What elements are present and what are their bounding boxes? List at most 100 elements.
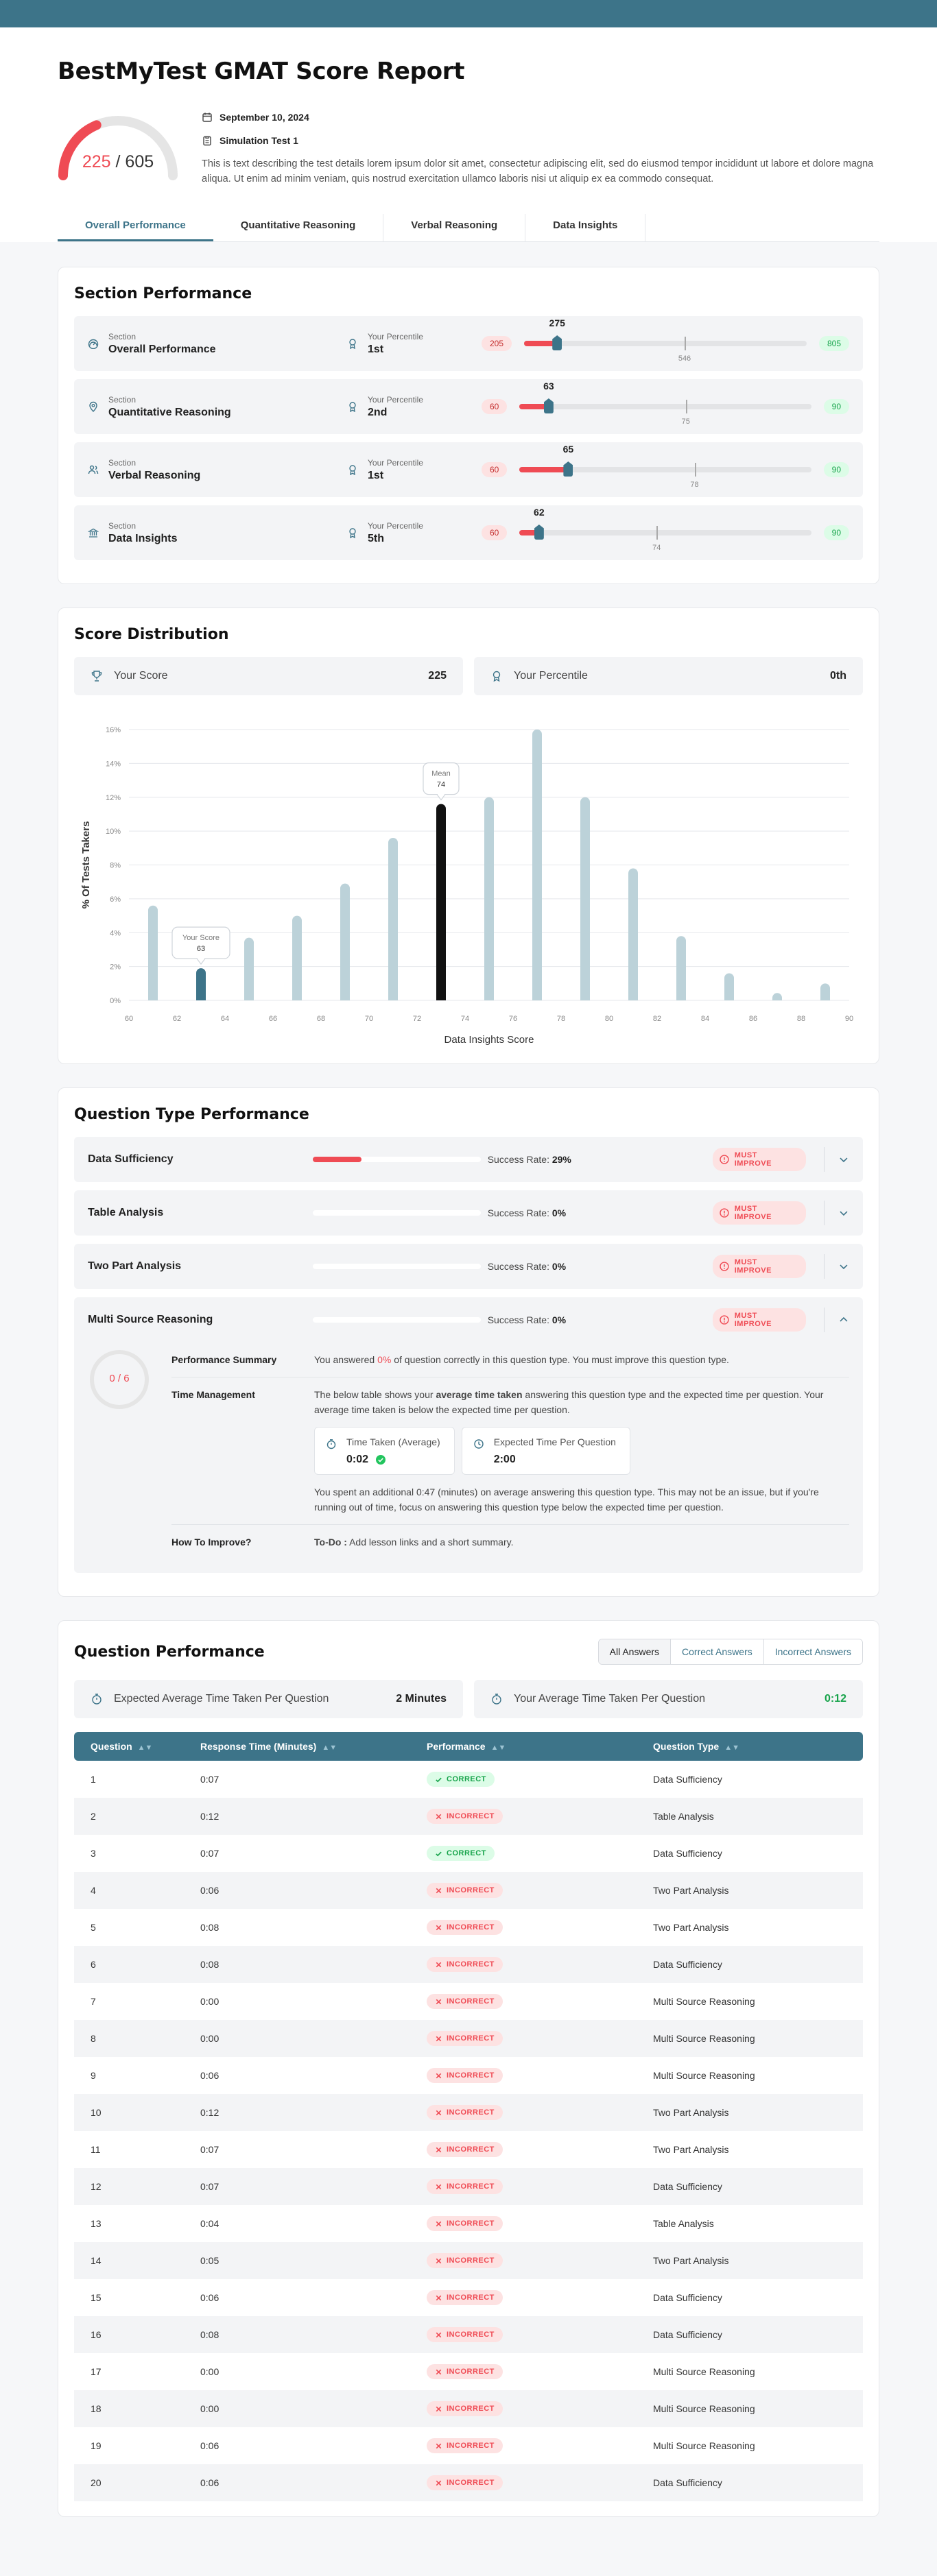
success-track (313, 1210, 481, 1216)
max-score-pill: 90 (823, 525, 849, 540)
table-row[interactable]: 16 0:08 INCORRECT Data Sufficiency (74, 2316, 863, 2353)
min-score-pill: 60 (482, 462, 508, 477)
x-tick-label: 78 (557, 1015, 565, 1023)
question-type-detail: 0 / 6 Performance Summary You answered 0… (74, 1343, 863, 1573)
performance-badge: INCORRECT (427, 1920, 503, 1935)
table-row[interactable]: 12 0:07 INCORRECT Data Sufficiency (74, 2168, 863, 2205)
y-tick-label: 4% (110, 929, 121, 937)
x-tick-label: 88 (797, 1015, 805, 1023)
performance-badge: INCORRECT (427, 2179, 503, 2194)
table-row[interactable]: 8 0:00 INCORRECT Multi Source Reasoning (74, 2020, 863, 2057)
success-track (313, 1317, 481, 1323)
time-note: You spent an additional 0:47 (minutes) o… (314, 1486, 819, 1513)
question-type-name: Two Part Analysis (88, 1260, 182, 1272)
table-row[interactable]: 6 0:08 INCORRECT Data Sufficiency (74, 1946, 863, 1983)
response-time: 0:00 (200, 2033, 220, 2044)
table-row[interactable]: 18 0:00 INCORRECT Multi Source Reasoning (74, 2390, 863, 2427)
question-type-name: Table Analysis (88, 1207, 164, 1218)
success-rate-label: Success Rate: (487, 1261, 549, 1272)
score-marker (534, 525, 544, 540)
mean-value: 75 (681, 418, 690, 426)
x-icon (436, 1925, 442, 1930)
response-time: 0:06 (200, 2477, 220, 2488)
filter-incorrect-answers[interactable]: Incorrect Answers (763, 1639, 862, 1664)
question-number: 15 (91, 2292, 102, 2303)
x-tick-label: 84 (701, 1015, 709, 1023)
question-type: Multi Source Reasoning (653, 2033, 755, 2044)
x-tick-label: 62 (173, 1015, 181, 1023)
table-row[interactable]: 5 0:08 INCORRECT Two Part Analysis (74, 1909, 863, 1946)
question-type-header[interactable]: Multi Source Reasoning Success Rate: 0% … (74, 1297, 863, 1343)
table-row[interactable]: 14 0:05 INCORRECT Two Part Analysis (74, 2242, 863, 2279)
tab-data-insights[interactable]: Data Insights (525, 214, 646, 241)
y-tick-label: 12% (106, 794, 121, 802)
annotation-label: Mean (431, 770, 451, 778)
table-row[interactable]: 13 0:04 INCORRECT Table Analysis (74, 2205, 863, 2242)
section-name: Data Insights (108, 532, 178, 544)
x-icon (436, 2332, 442, 2337)
table-row[interactable]: 9 0:06 INCORRECT Multi Source Reasoning (74, 2057, 863, 2094)
x-icon (436, 2147, 442, 2152)
performance-summary-label: Performance Summary (171, 1354, 277, 1365)
response-time: 0:00 (200, 2403, 220, 2414)
x-icon (436, 2369, 442, 2374)
y-tick-label: 0% (110, 997, 121, 1005)
chevron-down-icon[interactable] (838, 1261, 849, 1272)
table-row[interactable]: 3 0:07 CORRECT Data Sufficiency (74, 1835, 863, 1872)
y-tick-label: 16% (106, 726, 121, 734)
award-icon (349, 402, 356, 412)
x-tick-label: 82 (653, 1015, 661, 1023)
filter-all-answers[interactable]: All Answers (598, 1639, 671, 1664)
section-label: Section (108, 457, 137, 468)
table-row[interactable]: 10 0:12 INCORRECT Two Part Analysis (74, 2094, 863, 2131)
column-header-performance[interactable]: Performance ▲▼ (427, 1741, 506, 1752)
question-number: 4 (91, 1885, 96, 1896)
column-header-question-type[interactable]: Question Type ▲▼ (653, 1741, 739, 1752)
x-icon (436, 2110, 442, 2115)
question-type-header[interactable]: Data Sufficiency Success Rate: 29% MUST … (74, 1137, 863, 1182)
table-row[interactable]: 1 0:07 CORRECT Data Sufficiency (74, 1761, 863, 1798)
table-row[interactable]: 17 0:00 INCORRECT Multi Source Reasoning (74, 2353, 863, 2390)
question-type: Two Part Analysis (653, 2255, 729, 2266)
y-tick-label: 14% (106, 760, 121, 768)
table-row[interactable]: 11 0:07 INCORRECT Two Part Analysis (74, 2131, 863, 2168)
question-performance-card: Question Performance All Answers Correct… (58, 1620, 879, 2517)
x-icon (436, 2258, 442, 2263)
chart-bar (628, 868, 638, 1000)
chevron-down-icon[interactable] (838, 1154, 849, 1165)
response-time: 0:12 (200, 2107, 220, 2118)
question-type-header[interactable]: Table Analysis Success Rate: 0% MUST IMP… (74, 1190, 863, 1236)
y-tick-label: 10% (106, 828, 121, 836)
x-icon (436, 2073, 442, 2078)
column-header-response-time[interactable]: Response Time (Minutes) ▲▼ (200, 1741, 337, 1752)
column-header-question[interactable]: Question ▲▼ (91, 1741, 153, 1752)
chevron-down-icon[interactable] (838, 1207, 849, 1218)
table-row[interactable]: 19 0:06 INCORRECT Multi Source Reasoning (74, 2427, 863, 2464)
filter-correct-answers[interactable]: Correct Answers (670, 1639, 763, 1664)
tab-overall-performance[interactable]: Overall Performance (58, 214, 213, 241)
performance-badge: INCORRECT (427, 1994, 503, 2009)
question-type: Data Sufficiency (653, 2329, 722, 2340)
question-number: 11 (91, 2144, 101, 2155)
question-number: 8 (91, 2033, 96, 2044)
table-row[interactable]: 15 0:06 INCORRECT Data Sufficiency (74, 2279, 863, 2316)
x-icon (436, 1999, 442, 2004)
score-track: 78 65 (519, 444, 811, 489)
tab-quantitative-reasoning[interactable]: Quantitative Reasoning (213, 214, 384, 241)
table-row[interactable]: 7 0:00 INCORRECT Multi Source Reasoning (74, 1983, 863, 2020)
table-row[interactable]: 2 0:12 INCORRECT Table Analysis (74, 1798, 863, 1835)
question-number: 6 (91, 1959, 96, 1970)
table-row[interactable]: 4 0:06 INCORRECT Two Part Analysis (74, 1872, 863, 1909)
mean-value: 78 (690, 481, 699, 489)
success-track (313, 1264, 481, 1269)
percentile-label: Your Percentile (368, 331, 423, 341)
location-icon (89, 401, 97, 412)
section-name: Verbal Reasoning (108, 469, 201, 481)
tab-verbal-reasoning[interactable]: Verbal Reasoning (383, 214, 526, 241)
response-time: 0:06 (200, 1885, 220, 1896)
x-icon (436, 2295, 442, 2300)
table-row[interactable]: 20 0:06 INCORRECT Data Sufficiency (74, 2464, 863, 2501)
performance-badge: INCORRECT (427, 1883, 503, 1898)
chevron-up-icon[interactable] (838, 1314, 849, 1325)
question-type-header[interactable]: Two Part Analysis Success Rate: 0% MUST … (74, 1244, 863, 1289)
